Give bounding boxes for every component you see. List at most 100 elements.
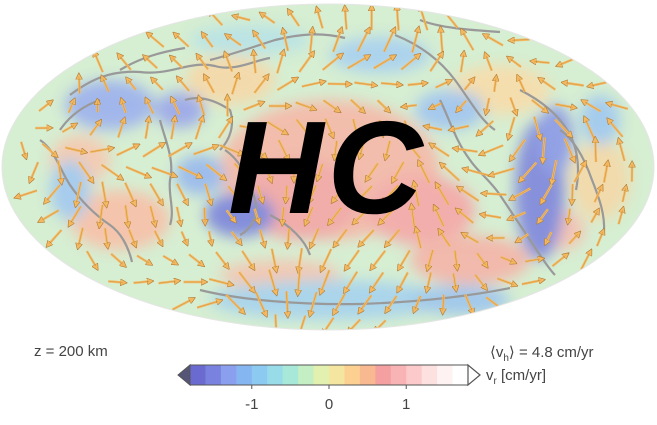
velocity-arrow-outline: [552, 159, 557, 181]
velocity-arrow-outline: [76, 181, 82, 203]
velocity-arrow-outline: [460, 54, 464, 73]
velocity-arrow-outline: [209, 278, 229, 285]
velocity-arrow-outline: [585, 120, 595, 139]
velocity-arrow-outline: [234, 163, 248, 179]
velocity-arrow-outline: [70, 206, 82, 223]
velocity-arrow-outline: [610, 103, 628, 110]
velocity-arrow-outline: [431, 103, 442, 109]
velocity-arrow-outline: [325, 118, 333, 135]
velocity-arrow-outline: [590, 211, 598, 223]
velocity-arrow-outline: [20, 141, 26, 156]
velocity-arrow-outline: [149, 34, 164, 48]
velocity-arrow-outline: [367, 163, 379, 179]
velocity-arrow-outline: [117, 121, 124, 138]
velocity-arrow-outline: [208, 231, 212, 243]
velocity-arrow-outline: [239, 271, 253, 290]
velocity-arrow-outline: [437, 186, 449, 205]
velocity-arrow-outline: [493, 78, 497, 92]
colorbar-cell: [437, 365, 454, 385]
colorbar-cell: [267, 365, 284, 385]
velocity-arrow-outline: [317, 163, 323, 178]
velocity-arrow-outline: [500, 256, 514, 263]
velocity-arrow-outline: [407, 83, 424, 86]
velocity-arrow-outline: [525, 258, 541, 262]
velocity-arrow-outline: [595, 141, 597, 163]
velocity-arrow-outline: [426, 272, 432, 289]
velocity-arrow-outline: [150, 183, 161, 202]
velocity-arrow-outline: [289, 12, 300, 27]
velocity-arrow-outline: [285, 185, 288, 200]
velocity-arrow-outline: [42, 143, 55, 155]
velocity-arrow-outline: [373, 57, 393, 69]
velocity-arrow-outline: [310, 292, 317, 313]
colorbar-cell: [313, 365, 330, 385]
colorbar: [177, 363, 481, 389]
velocity-arrow-outline: [381, 207, 395, 222]
velocity-arrow-outline: [460, 188, 479, 202]
velocity-arrow-outline: [404, 120, 410, 134]
velocity-arrow-outline: [193, 146, 215, 155]
velocity-arrow-outline: [311, 228, 319, 245]
velocity-arrow-outline: [510, 212, 526, 219]
coastlines: [39, 18, 606, 306]
velocity-arrow-outline: [282, 207, 284, 223]
velocity-arrow-outline: [271, 248, 276, 268]
velocity-arrow-outline: [594, 188, 602, 203]
velocity-arrow-outline: [412, 31, 418, 53]
velocity-arrow-outline: [571, 184, 574, 201]
velocity-arrow-outline: [121, 101, 127, 113]
velocity-arrow-outline: [483, 145, 504, 154]
velocity-arrow-outline: [521, 280, 541, 285]
velocity-arrow-outline: [58, 160, 62, 181]
velocity-arrow-outline: [205, 183, 211, 202]
velocity-arrow-outline: [296, 119, 309, 135]
velocity-arrow-outline: [383, 31, 394, 52]
colorbar-label: vr [cm/yr]: [486, 367, 547, 387]
velocity-arrow-outline: [493, 168, 515, 175]
velocity-arrow-outline: [133, 281, 150, 284]
velocity-arrow-outline: [354, 82, 373, 86]
velocity-arrow-outline: [203, 34, 213, 48]
velocity-arrow-outline: [371, 272, 384, 289]
velocity-arrow-outline: [125, 166, 147, 176]
velocity-arrow-outline: [379, 119, 383, 134]
velocity-arrow-outline: [323, 100, 338, 111]
colorbar-cell: [390, 365, 407, 385]
velocity-arrow-outline: [399, 272, 409, 289]
velocity-arrow-outline: [38, 102, 51, 112]
velocity-arrow-outline: [276, 54, 284, 74]
velocity-arrow-outline: [414, 295, 421, 310]
velocity-arrow-outline: [264, 162, 271, 179]
colorbar-cell: [452, 365, 469, 385]
velocity-arrow-outline: [18, 190, 38, 197]
velocity-arrow-outline: [464, 234, 479, 243]
colorbar-cell: [344, 365, 361, 385]
velocity-arrow-outline: [299, 315, 306, 330]
velocity-arrow-outline: [539, 209, 549, 221]
velocity-arrow-outline: [218, 120, 231, 139]
velocity-arrow-outline: [267, 121, 285, 133]
velocity-arrow-outline: [567, 208, 571, 222]
velocity-arrow-outline: [210, 12, 223, 26]
velocity-arrow-outline: [432, 145, 450, 157]
velocity-arrow-outline: [453, 273, 457, 289]
colorbar-cell: [406, 365, 423, 385]
velocity-arrow-outline: [467, 169, 489, 176]
velocity-arrow-outline: [457, 148, 478, 152]
velocity-arrow-outline: [596, 232, 603, 247]
velocity-arrow-outline: [321, 270, 330, 291]
colorbar-upper-extension: [467, 363, 481, 387]
velocity-arrow-outline: [509, 58, 522, 68]
velocity-arrow-outline: [90, 148, 110, 153]
velocity-arrow-outline: [65, 147, 83, 152]
velocity-arrow-outline: [231, 231, 240, 243]
velocity-arrow-outline: [568, 233, 579, 244]
velocity-arrow-outline: [181, 231, 187, 243]
velocity-arrow-outline: [393, 161, 404, 180]
velocity-arrow-outline: [408, 144, 421, 159]
velocity-arrow-outline: [357, 31, 368, 52]
velocity-arrow-outline: [323, 317, 334, 330]
velocity-arrow-outline: [534, 61, 550, 64]
velocity-arrow-outline: [564, 138, 574, 159]
velocity-arrow-outline: [346, 271, 358, 290]
